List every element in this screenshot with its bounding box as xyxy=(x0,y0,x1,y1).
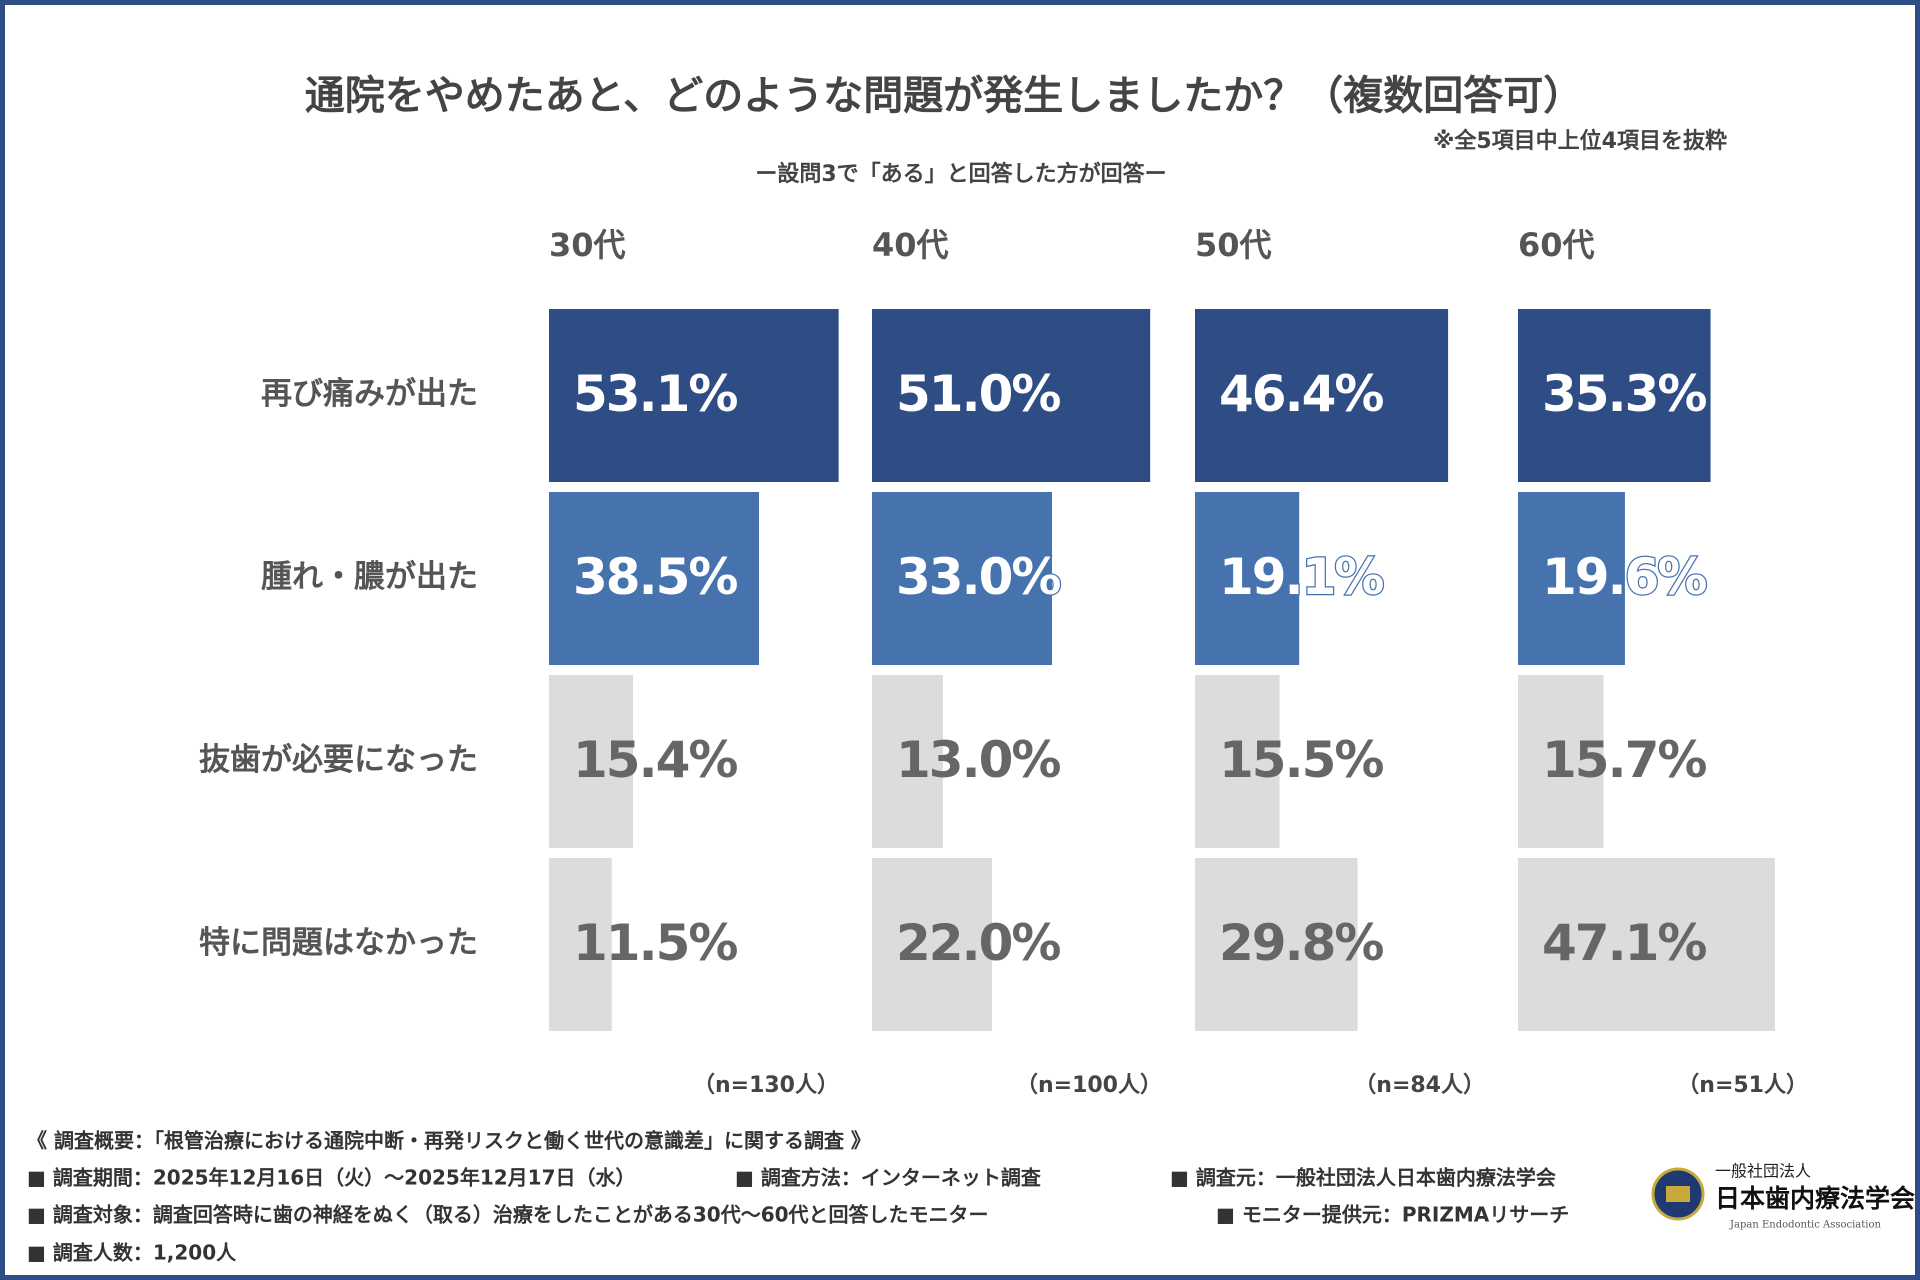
logo-english: Japan Endodontic Association xyxy=(1729,1220,1881,1231)
bar xyxy=(549,492,759,665)
bar xyxy=(549,675,633,848)
logo: 一般社団法人 日本歯内療法学会 Japan Endodontic Associa… xyxy=(1651,1162,1915,1231)
bar xyxy=(549,309,839,482)
value-label: 53.1% xyxy=(573,365,737,423)
bar xyxy=(872,309,1151,482)
bar xyxy=(549,858,612,1031)
panel-title: 30代 xyxy=(549,226,626,264)
panel-title: 50代 xyxy=(1195,226,1272,264)
survey-heading: 《 調査概要：「根管治療における通院中断・再発リスクと働く世代の意識差」に関する… xyxy=(27,1129,871,1153)
value-label: 15.5% xyxy=(1219,731,1383,789)
subtitle: ー設問3で「ある」と回答した方が回答ー xyxy=(755,161,1166,187)
category-label: 再び痛みが出た xyxy=(261,376,478,412)
bar xyxy=(1518,309,1711,482)
logo-emblem-inner xyxy=(1666,1186,1690,1202)
bar xyxy=(1195,492,1300,665)
panel-title: 60代 xyxy=(1518,226,1595,264)
category-label: 抜歯が必要になった xyxy=(199,742,478,778)
category-label: 腫れ・膿が出た xyxy=(261,559,478,595)
bar xyxy=(1195,309,1449,482)
bar xyxy=(1195,858,1358,1031)
value-label: 19.6% xyxy=(1542,548,1706,606)
survey-item: ■ 調査方法：インターネット調査 xyxy=(735,1166,1041,1190)
survey-item: ■ 調査元：一般社団法人日本歯内療法学会 xyxy=(1170,1166,1556,1190)
sample-size: （n=51人） xyxy=(1677,1073,1808,1098)
chart-title: 通院をやめたあと、どのような問題が発生しましたか？（複数回答可） xyxy=(305,73,1583,119)
value-label: 15.7% xyxy=(1542,731,1706,789)
value-label: 51.0% xyxy=(896,365,1060,423)
bar xyxy=(872,675,943,848)
bar xyxy=(1518,492,1625,665)
sample-size: （n=130人） xyxy=(693,1073,839,1098)
bar xyxy=(1195,675,1280,848)
value-label: 13.0% xyxy=(896,731,1060,789)
logo-name: 日本歯内療法学会 xyxy=(1715,1184,1915,1213)
value-label: 11.5% xyxy=(573,914,737,972)
value-label: 19.1% xyxy=(1219,548,1383,606)
value-label: 33.0% xyxy=(896,548,1060,606)
value-label: 46.4% xyxy=(1219,365,1383,423)
value-label: 22.0% xyxy=(896,914,1060,972)
value-label: 47.1% xyxy=(1542,914,1706,972)
bar xyxy=(872,858,992,1031)
note: ※全5項目中上位4項目を抜粋 xyxy=(1433,128,1727,154)
sample-size: （n=100人） xyxy=(1016,1073,1162,1098)
survey-item: ■ モニター提供元：PRIZMAリサーチ xyxy=(1216,1203,1569,1227)
bar xyxy=(1518,858,1775,1031)
bar xyxy=(1518,675,1604,848)
bar xyxy=(872,492,1052,665)
category-label: 特に問題はなかった xyxy=(199,925,478,961)
survey-item: ■ 調査期間：2025年12月16日（火）〜2025年12月17日（水） xyxy=(27,1166,636,1190)
sample-size: （n=84人） xyxy=(1354,1073,1485,1098)
survey-item: ■ 調査人数：1,200人 xyxy=(27,1241,237,1265)
survey-item: ■ 調査対象：調査回答時に歯の神経をぬく（取る）治療をしたことがある30代〜60… xyxy=(27,1203,989,1227)
logo-small: 一般社団法人 xyxy=(1715,1162,1811,1181)
value-label: 35.3% xyxy=(1542,365,1706,423)
panel-title: 40代 xyxy=(872,226,949,264)
value-label: 15.4% xyxy=(573,731,737,789)
value-label: 29.8% xyxy=(1219,914,1383,972)
value-label: 38.5% xyxy=(573,548,737,606)
